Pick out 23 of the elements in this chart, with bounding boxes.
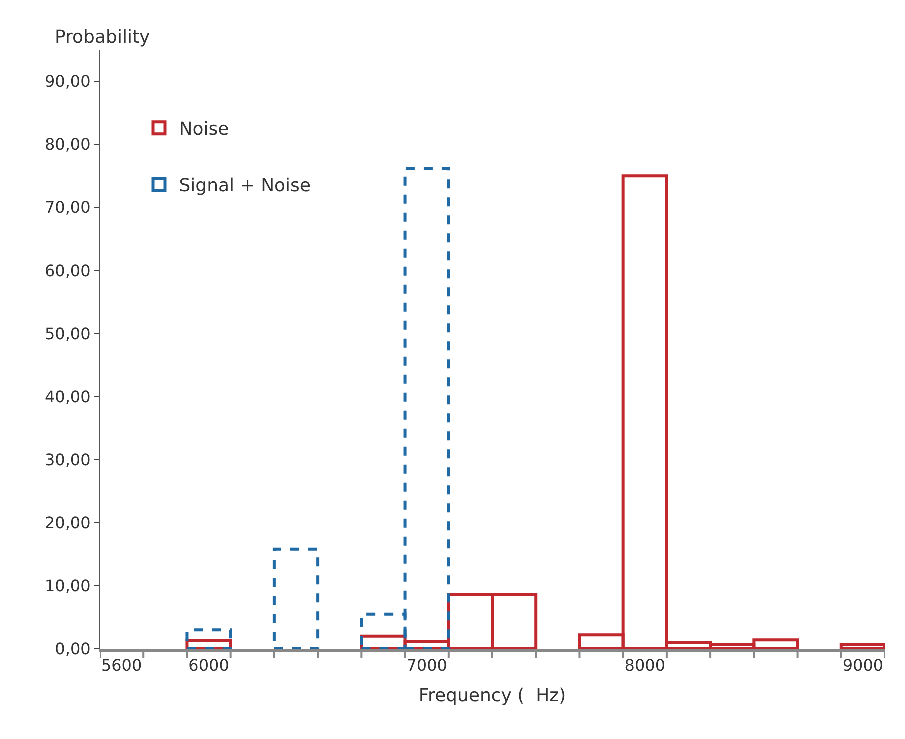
- y-axis-title: Probability: [55, 27, 150, 48]
- y-tick-label: 50,00: [44, 324, 91, 344]
- legend-label: Signal + Noise: [179, 176, 311, 197]
- y-tick-label: 0,00: [55, 640, 91, 659]
- y-tick-label: 40,00: [44, 387, 91, 406]
- x-tick-label: 7000: [406, 656, 448, 676]
- legend-label: Noise: [179, 119, 230, 140]
- x-tick-label: 8000: [624, 656, 666, 676]
- x-axis-title: Frequency ( Hz): [418, 685, 566, 706]
- y-tick-label: 30,00: [44, 450, 91, 470]
- x-tick-label: 6000: [188, 656, 230, 676]
- bar: [840, 643, 885, 649]
- y-tick-label: 60,00: [44, 261, 91, 280]
- bar: [186, 628, 232, 649]
- x-tick-label: 9000: [842, 656, 884, 676]
- y-tick-label: 20,00: [44, 513, 91, 532]
- y-tick-label: 80,00: [44, 135, 91, 154]
- x-tick-label: 5600: [101, 656, 142, 676]
- bar: [272, 548, 320, 649]
- bar: [186, 639, 232, 649]
- y-tick-label: 10,00: [44, 576, 91, 596]
- y-tick-label: 90,00: [44, 72, 91, 92]
- y-tick-label: 70,00: [44, 198, 91, 218]
